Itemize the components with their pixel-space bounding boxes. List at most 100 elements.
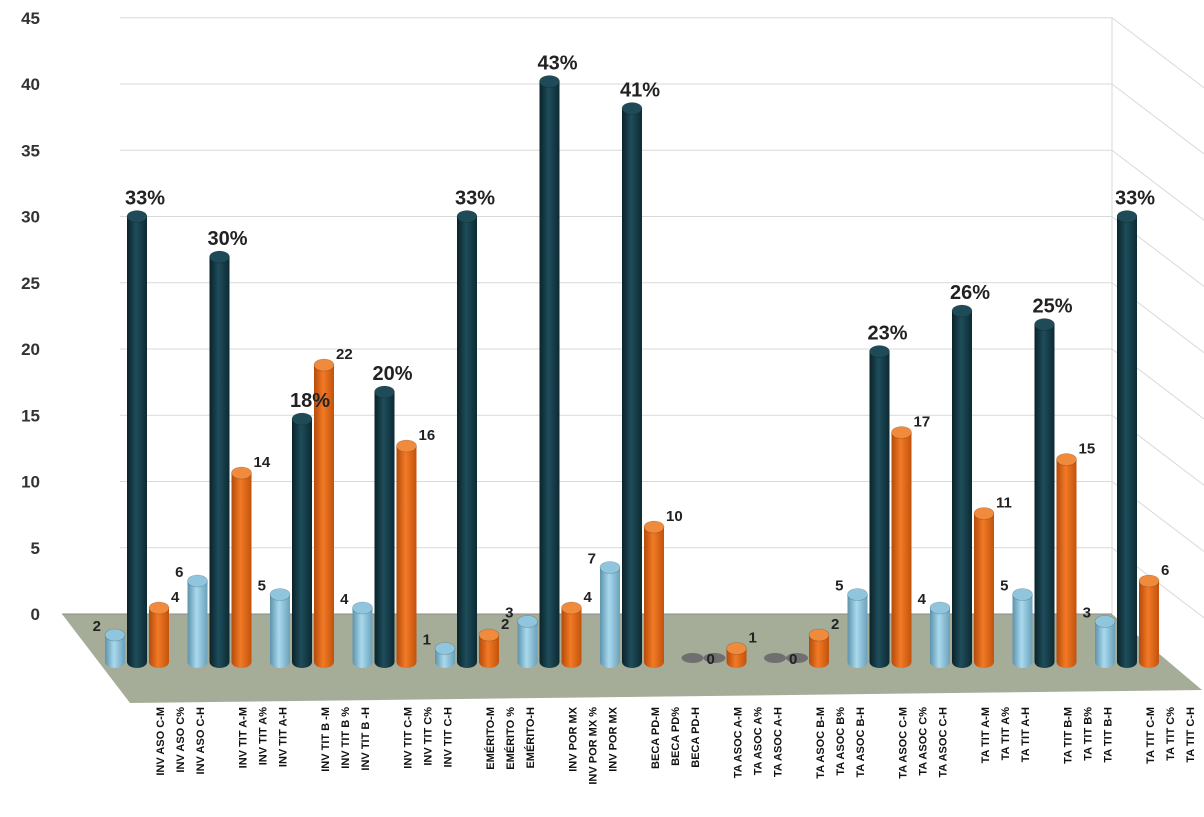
x-tick-label: INV TIT B -H (360, 707, 372, 771)
bar-m (930, 608, 950, 668)
y-axis-ticks: 0 5 10 15 20 25 30 35 40 45 (21, 9, 40, 624)
bar-percent-cap (951, 304, 973, 318)
bar-h (1056, 459, 1077, 668)
bar-m-cap (929, 601, 951, 615)
x-tick-label: INV ASO C-M (155, 707, 167, 776)
x-tick-label: INV TIT C-M (403, 707, 415, 769)
data-label: 10 (666, 508, 683, 525)
bar-percent (457, 216, 477, 668)
data-label: 3 (505, 605, 513, 622)
bar-percent (127, 216, 147, 668)
bar-h (149, 608, 169, 668)
x-tick-label: EMÉRITO-H (524, 707, 537, 769)
x-tick-label: TA ASOC A-M (733, 707, 745, 778)
bar-m-cap (104, 628, 126, 642)
bar-m-cap (847, 588, 868, 601)
y-tick-label: 0 (31, 605, 40, 624)
data-label: 2 (501, 616, 509, 633)
data-label: 25% (1032, 296, 1072, 318)
bar-percent-cap (869, 345, 890, 358)
data-label: 5 (1000, 578, 1008, 595)
x-tick-label: BECA PD-H (690, 707, 702, 768)
bar-m (352, 608, 373, 668)
x-tick-label: TA TIT B-H (1103, 707, 1115, 763)
x-tick-label: INV TIT B -M (320, 707, 332, 772)
x-tick-label: TA TIT C% (1165, 707, 1177, 761)
x-tick-label: TA ASOC C-H (938, 707, 950, 778)
data-label: 0 (707, 651, 715, 668)
x-tick-label: TA ASOC C% (918, 707, 930, 776)
data-label: 33% (455, 188, 495, 210)
x-tick-label: INV POR MX % (588, 707, 600, 785)
x-tick-label: TA ASOC B-H (855, 707, 867, 778)
bar-h-cap (561, 601, 582, 615)
gridline-side (1111, 149, 1204, 221)
x-tick-label: TA TIT A% (1000, 707, 1012, 761)
data-label: 1 (749, 630, 757, 647)
bar-m-cap (434, 642, 456, 655)
data-label: 5 (258, 578, 266, 595)
bar-h (644, 527, 664, 668)
bar-h (1139, 581, 1159, 668)
bar-m (105, 635, 125, 668)
x-tick-label: TA ASOC C-M (898, 707, 910, 779)
x-tick-label: EMÉRITO-M (484, 707, 497, 770)
data-label: 3 (1083, 605, 1091, 622)
bar-m (1012, 594, 1033, 668)
bar-percent-cap (539, 75, 560, 88)
x-tick-label: INV TIT C-H (443, 707, 455, 768)
x-tick-label: TA TIT B-M (1063, 707, 1075, 764)
x-tick-label: TA TIT A-H (1020, 707, 1032, 762)
bars (104, 75, 1160, 668)
bar-percent-cap (374, 385, 395, 399)
data-label: 30% (207, 228, 247, 250)
x-tick-label: TA ASOC A-H (773, 707, 785, 777)
y-tick-label: 45 (21, 9, 40, 28)
bar-h-cap (643, 520, 665, 534)
bar-h-cap (231, 466, 252, 480)
bar-percent (1034, 324, 1055, 668)
bar-percent (374, 392, 395, 668)
bar-h (974, 513, 994, 668)
data-label: 18% (290, 390, 330, 412)
x-tick-label: INV TIT A-M (238, 707, 250, 768)
bar-m-cap (517, 615, 538, 628)
data-label: 14 (254, 454, 271, 471)
x-tick-label: INV POR MX (608, 706, 620, 771)
x-tick-label: TA ASOC B-M (815, 707, 827, 779)
data-label: 15 (1079, 441, 1096, 458)
gridline-side (1111, 83, 1204, 155)
bar-m-cap (1094, 615, 1116, 628)
x-tick-label: TA TIT A-M (980, 707, 992, 763)
bar-percent-cap (1116, 210, 1138, 223)
bar-h-cap (808, 628, 830, 642)
data-label: 5 (835, 578, 843, 595)
bar-h (479, 635, 499, 668)
x-tick-label: INV POR MX (568, 706, 580, 771)
data-label: 43% (537, 53, 577, 75)
bar-m-cap (269, 588, 291, 601)
x-tick-label: INV TIT C% (423, 707, 435, 766)
gridline-side (1111, 17, 1204, 89)
bar-percent-cap (1034, 318, 1055, 331)
bar-percent-zero (703, 653, 726, 663)
y-tick-label: 5 (31, 539, 40, 558)
x-tick-label: TA TIT C-M (1145, 707, 1157, 764)
bar-m-zero (681, 653, 704, 663)
bar-h (396, 446, 417, 668)
x-tick-label: INV TIT B % (340, 707, 352, 769)
bar-h-cap (891, 426, 912, 439)
bar-percent-cap (126, 210, 148, 223)
y-tick-label: 20 (21, 340, 40, 359)
bar-m-cap (187, 574, 208, 588)
y-tick-label: 25 (21, 274, 40, 293)
bar-percent (209, 257, 230, 668)
x-tick-label: BECA PD% (670, 707, 682, 766)
bar-m-cap (352, 601, 373, 615)
bar-h-cap (1056, 453, 1077, 466)
x-tick-label: INV TIT A% (258, 707, 270, 765)
bar-h-cap (478, 628, 500, 642)
x-tick-label: TA ASOC B% (835, 707, 847, 776)
bar-percent-cap (209, 250, 230, 264)
